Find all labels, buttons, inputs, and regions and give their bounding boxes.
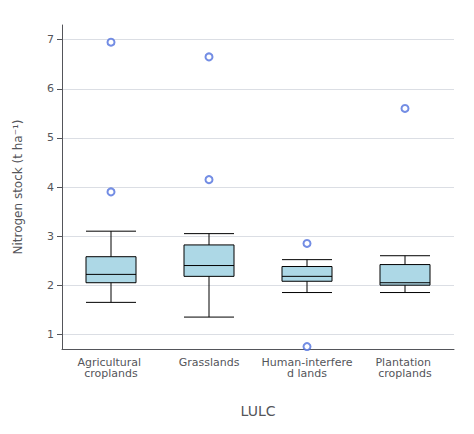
svg-text:Agricultural: Agricultural [77, 356, 145, 369]
svg-text:4: 4 [47, 181, 54, 194]
svg-text:Nitrogen stock (t ha⁻¹): Nitrogen stock (t ha⁻¹) [11, 119, 25, 254]
svg-text:croplands: croplands [378, 367, 432, 380]
svg-text:Plantation: Plantation [375, 356, 435, 369]
svg-text:Grasslands: Grasslands [179, 356, 240, 369]
svg-text:5: 5 [47, 131, 54, 144]
svg-text:7: 7 [47, 33, 54, 46]
svg-text:3: 3 [47, 230, 54, 243]
svg-text:Human-interfere: Human-interfere [261, 356, 353, 369]
svg-text:d lands: d lands [287, 367, 327, 380]
svg-text:LULC: LULC [241, 403, 276, 419]
svg-text:1: 1 [47, 328, 54, 341]
svg-text:6: 6 [47, 82, 54, 95]
svg-text:croplands: croplands [84, 367, 138, 380]
svg-text:2: 2 [47, 279, 54, 292]
